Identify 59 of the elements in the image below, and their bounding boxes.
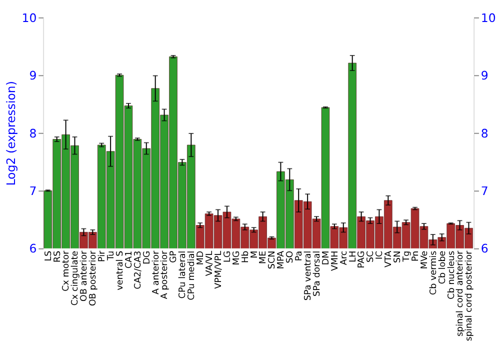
x-tick-label: SPa dorsal xyxy=(312,250,322,296)
x-tick-label: A anterior xyxy=(151,250,162,294)
x-tick-label: PAG xyxy=(357,250,368,268)
x-tick-label: MPA xyxy=(276,250,287,270)
x-tick-label: MD xyxy=(196,250,206,266)
x-tick-label: Tg xyxy=(402,250,412,263)
x-tick-label: SCN xyxy=(268,250,278,270)
x-tick-label: VMH xyxy=(330,250,340,272)
x-tick-label: DG xyxy=(142,250,152,264)
x-tick-label: Cb lobe xyxy=(438,250,448,284)
x-tick-label: LS xyxy=(44,250,54,262)
x-tick-label: RS xyxy=(52,250,63,262)
x-tick-label: ME xyxy=(258,250,269,264)
x-tick-label: MVe xyxy=(420,250,430,270)
x-tick-label: OB posterior xyxy=(88,250,99,306)
x-tick-label: Pn xyxy=(410,250,421,262)
x-tick-label: spinal cord posterior xyxy=(464,250,475,342)
x-tick-label: ventral S xyxy=(115,250,126,290)
x-tick-label: A posterior xyxy=(160,250,170,300)
y-tick-label: 6 xyxy=(29,242,37,256)
x-tick-label: Cb vermis xyxy=(428,250,439,295)
x-tick-label: M xyxy=(250,250,260,258)
x-tick-label: SN xyxy=(393,250,404,263)
x-tick-label: IC xyxy=(375,250,386,260)
x-tick-label: LG xyxy=(222,250,233,263)
x-tick-label: CPu lateral xyxy=(178,250,188,299)
x-tick-label: OB anterior xyxy=(80,250,90,302)
x-tick-label: Cb nucleus xyxy=(446,250,457,300)
x-tick-label: SC xyxy=(366,250,376,263)
x-tick-label: SPa ventral xyxy=(304,250,314,301)
x-tick-label: CA2/CA3 xyxy=(133,250,144,290)
y2-tick-label: 10 xyxy=(480,10,496,25)
x-tick-label: Hb xyxy=(240,250,251,263)
x-tick-label: Cx cingulate xyxy=(70,250,81,306)
x-tick-label: CA1 xyxy=(124,250,134,269)
y-tick-label: 10 xyxy=(22,10,37,25)
x-tick-label: Cx motor xyxy=(62,250,72,292)
y2-tick-label: 7 xyxy=(480,184,488,198)
x-tick-label: VTA xyxy=(384,250,394,268)
x-tick-label: Pa xyxy=(294,250,305,262)
y2-tick-label: 6 xyxy=(480,242,488,256)
x-tick-label: Arc xyxy=(339,250,350,266)
y2-tick-label: 9 xyxy=(480,68,488,83)
y-tick-label: 8 xyxy=(29,126,37,140)
x-tick-label: LH xyxy=(348,250,358,262)
x-tick-label: Tu xyxy=(106,250,117,262)
x-tick-label: Pir xyxy=(98,250,108,262)
x-tick-label: VA/VL xyxy=(205,250,216,276)
y-axis-title: Log2 (expression) xyxy=(4,81,18,186)
x-tick-label: DM xyxy=(321,250,332,266)
x-tick-label: CPu medial xyxy=(187,250,198,300)
x-tick-label: SO xyxy=(286,250,296,264)
y-tick-label: 9 xyxy=(29,68,37,83)
x-tick-label: spinal cord anterior xyxy=(456,250,466,337)
y2-tick-label: 8 xyxy=(480,126,488,140)
x-tick-label: VPM/VPL xyxy=(214,250,224,289)
y-tick-label: 7 xyxy=(29,184,37,198)
x-tick-label: MG xyxy=(232,250,242,266)
x-tick-label: GP xyxy=(169,250,180,263)
